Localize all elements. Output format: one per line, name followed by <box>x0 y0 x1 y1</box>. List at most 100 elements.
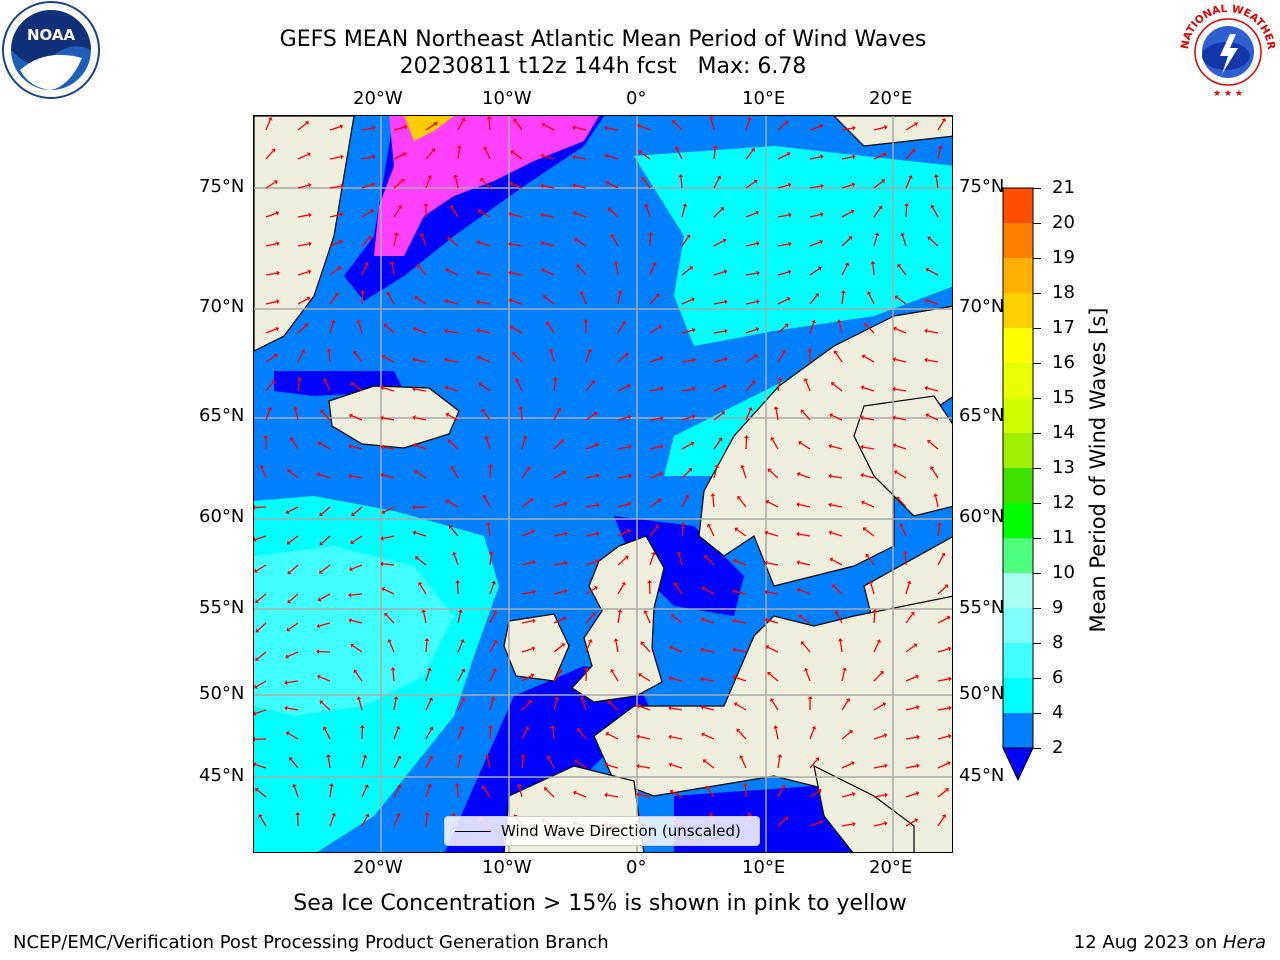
direction-arrow-158 <box>383 323 395 334</box>
direction-arrow-315 <box>485 522 491 537</box>
direction-arrow-345 <box>733 558 747 566</box>
direction-arrow-510 <box>393 784 402 798</box>
direction-arrow-187 <box>617 352 629 363</box>
direction-arrow-432 <box>700 676 715 682</box>
direction-arrow-131 <box>925 267 939 276</box>
direction-arrow-546 <box>841 821 856 827</box>
direction-arrow-180 <box>381 354 395 363</box>
direction-arrow-381 <box>489 610 498 624</box>
direction-arrow-140 <box>508 298 523 305</box>
colorbar-tick-mark <box>1033 678 1041 679</box>
direction-arrow-547 <box>873 820 888 827</box>
direction-arrow-70 <box>393 205 402 218</box>
direction-arrow-313 <box>412 530 427 537</box>
direction-arrow-272 <box>521 466 531 479</box>
direction-arrow-101 <box>681 234 691 247</box>
direction-arrow-416 <box>905 643 918 653</box>
direction-arrow-424 <box>457 668 466 682</box>
direction-arrow-197 <box>924 357 939 363</box>
direction-arrow-22 <box>265 148 276 160</box>
direction-arrow-312 <box>380 535 395 541</box>
colorbar-tick-mark <box>1033 223 1041 224</box>
direction-arrow-141 <box>543 295 555 305</box>
direction-arrow-426 <box>521 673 535 682</box>
direction-arrow-150 <box>840 290 846 305</box>
lon-label-top-10w: 10°W <box>482 88 532 109</box>
direction-arrow-84 <box>841 209 855 218</box>
nws-logo: NATIONAL WEATHER SERVICE ★ ★ ★ <box>1176 4 1277 99</box>
direction-arrow-459 <box>873 702 887 711</box>
direction-arrow-237 <box>800 409 811 421</box>
direction-arrow-375 <box>286 622 299 632</box>
direction-arrow-371 <box>868 580 875 595</box>
direction-arrow-526 <box>905 791 920 798</box>
lat-label-right-55n: 55°N <box>959 597 1005 618</box>
direction-arrow-220 <box>265 406 273 421</box>
direction-arrow-161 <box>476 327 491 334</box>
direction-arrow-60 <box>777 182 792 189</box>
direction-arrow-467 <box>425 726 434 740</box>
direction-arrow-8 <box>513 118 523 131</box>
direction-arrow-307 <box>933 493 939 508</box>
lat-label-left-75n: 75°N <box>199 176 245 197</box>
direction-arrow-231 <box>617 414 632 421</box>
direction-arrow-142 <box>579 291 587 305</box>
direction-arrow-339 <box>553 560 568 566</box>
direction-arrow-21 <box>937 118 946 131</box>
direction-arrow-509 <box>361 784 369 798</box>
lat-label-left-70n: 70°N <box>199 296 245 317</box>
colorbar-tick-mark <box>1033 643 1041 644</box>
direction-arrow-185 <box>549 348 555 363</box>
direction-arrow-137 <box>414 295 427 305</box>
direction-arrow-310 <box>319 535 331 546</box>
direction-arrow-295 <box>553 501 568 508</box>
direction-arrow-253 <box>617 444 632 450</box>
direction-arrow-269 <box>414 469 427 479</box>
direction-arrow-202 <box>380 385 395 392</box>
direction-arrow-266 <box>316 472 331 479</box>
direction-arrow-190 <box>713 356 728 363</box>
direction-arrow-57 <box>678 174 684 189</box>
lon-label-top-20w: 20°W <box>353 88 403 109</box>
direction-arrow-76 <box>572 210 587 218</box>
direction-arrow-124 <box>713 269 728 276</box>
direction-arrow-215 <box>803 378 811 392</box>
direction-arrow-26 <box>393 152 407 160</box>
direction-arrow-449 <box>553 696 560 711</box>
direction-arrow-117 <box>476 270 491 276</box>
colorbar-swatch-15-16 <box>1003 363 1033 398</box>
direction-arrow-358 <box>455 580 461 595</box>
direction-arrow-114 <box>389 261 395 276</box>
direction-arrow-450 <box>580 696 587 711</box>
direction-arrow-471 <box>550 725 556 740</box>
map-subtitle: 20230811 t12z 144h fcst Max: 6.78 <box>399 54 807 79</box>
direction-arrow-383 <box>553 616 567 624</box>
direction-arrow-461 <box>937 705 952 711</box>
direction-arrow-427 <box>553 669 563 682</box>
direction-arrow-132 <box>265 299 280 305</box>
direction-arrow-474 <box>636 734 651 740</box>
direction-arrow-419 <box>284 680 299 686</box>
direction-arrow-332 <box>318 564 331 574</box>
direction-arrow-176 <box>265 353 278 363</box>
direction-arrow-87 <box>930 204 939 218</box>
direction-arrow-171 <box>809 319 817 334</box>
direction-arrow-365 <box>673 582 683 595</box>
direction-arrow-396 <box>255 651 267 661</box>
direction-arrow-134 <box>329 292 339 305</box>
direction-arrow-229 <box>553 407 562 421</box>
direction-arrow-289 <box>351 506 363 517</box>
direction-arrow-439 <box>937 676 952 682</box>
direction-arrow-346 <box>764 560 779 566</box>
direction-arrow-530 <box>329 812 337 827</box>
direction-arrow-206 <box>515 378 523 392</box>
direction-arrow-275 <box>617 473 632 479</box>
direction-arrow-259 <box>798 440 811 450</box>
direction-arrow-106 <box>841 236 853 247</box>
direction-arrow-67 <box>297 212 312 218</box>
direction-arrow-413 <box>801 641 811 653</box>
direction-arrow-125 <box>745 270 760 276</box>
direction-arrow-422 <box>390 667 396 682</box>
direction-arrow-45 <box>297 182 312 189</box>
direction-arrow-517 <box>604 792 619 798</box>
